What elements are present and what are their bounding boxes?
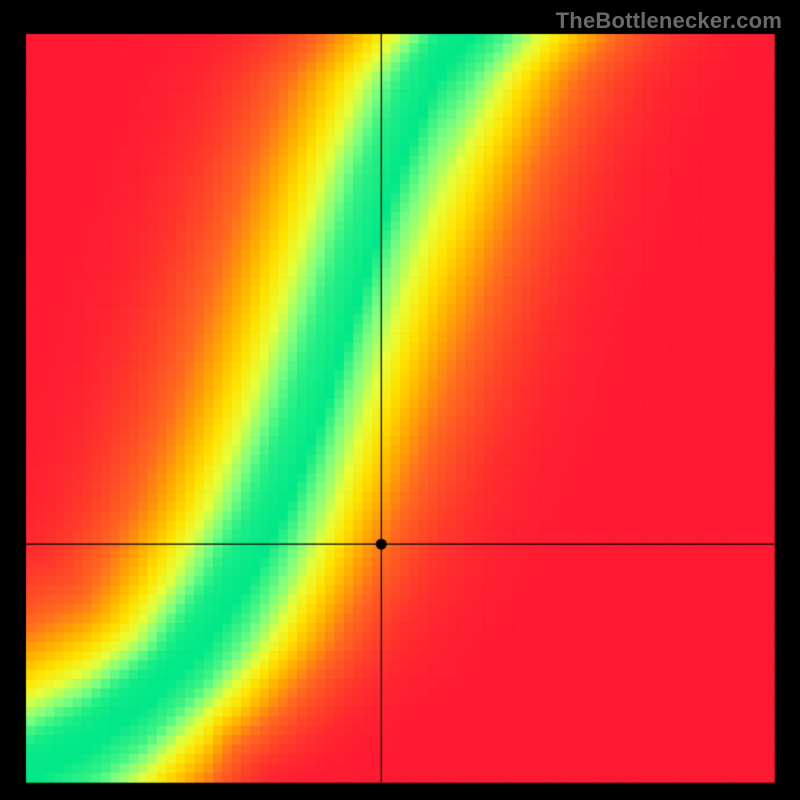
watermark-text: TheBottlenecker.com [556, 8, 782, 34]
chart-container: TheBottlenecker.com [0, 0, 800, 800]
bottleneck-heatmap [0, 0, 800, 800]
